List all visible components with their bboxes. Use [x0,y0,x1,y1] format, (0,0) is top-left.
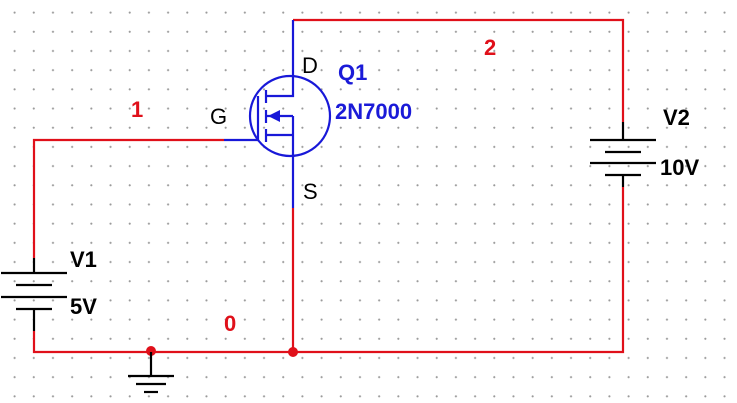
v2-ref-label: V2 [663,105,690,130]
mosfet-pin-g-label: G [210,104,228,129]
mosfet-pin-s-label: S [303,179,318,204]
wire-net-1[interactable] [32,138,224,258]
battery-icon[interactable] [1,258,67,331]
ground-icon[interactable] [128,352,174,394]
v1-ref-label: V1 [70,247,97,272]
net-label-1: 1 [131,97,144,122]
wire-net-0[interactable] [32,187,625,354]
battery-icon[interactable] [590,122,656,187]
v1-value-label: 5V [70,294,97,319]
mosfet-body-circle [248,74,332,158]
mosfet-pin-d-label: D [302,53,318,78]
junction-dot-ground [146,346,156,356]
net-label-2: 2 [484,35,497,60]
wire-net-2[interactable] [293,18,625,122]
mosfet-arrow [268,110,280,122]
junction-dot-source [288,347,298,357]
mosfet-part-label: 2N7000 [335,99,413,124]
mosfet-ref-label: Q1 [338,60,368,85]
n-channel-mosfet-icon[interactable] [224,20,332,208]
v2-value-label: 10V [660,155,700,180]
net-label-0: 0 [224,311,237,336]
